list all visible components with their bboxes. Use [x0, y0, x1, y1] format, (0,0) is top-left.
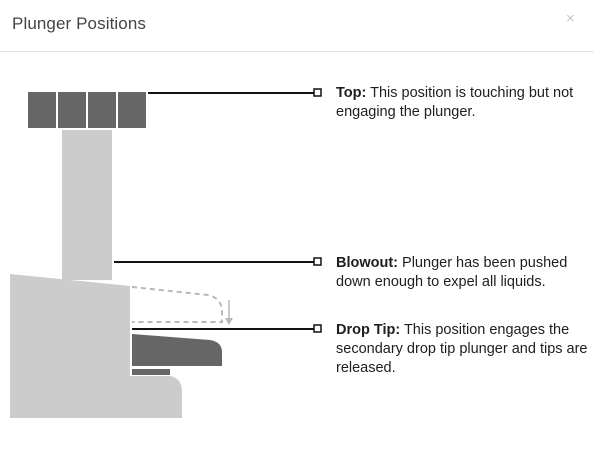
close-icon[interactable]: × — [566, 10, 575, 27]
plunger-head-segment — [118, 92, 146, 128]
blowout-leader-marker — [313, 257, 322, 266]
drop-tip-small-bar — [132, 369, 170, 375]
down-arrow-icon — [225, 318, 233, 325]
plunger-shaft — [62, 130, 112, 280]
blowout-position-label: Blowout: — [336, 255, 399, 271]
blowout-outline — [131, 286, 223, 323]
top-position-label: Top: — [336, 85, 367, 101]
plunger-head-segment — [88, 92, 116, 128]
drop-tip-plunger — [132, 334, 222, 366]
drop-tip-leader-marker — [313, 324, 322, 333]
plunger-head-segment — [28, 92, 56, 128]
drop-tip-position-description: Drop Tip: This position engages the seco… — [336, 321, 588, 378]
plunger-diagram — [10, 88, 322, 418]
top-position-text: This position is touching but not engagi… — [336, 85, 574, 120]
blowout-position-description: Blowout: Plunger has been pushed down en… — [336, 254, 588, 292]
dialog-header: Plunger Positions × — [0, 0, 594, 52]
drop-tip-position-label: Drop Tip: — [336, 322, 401, 338]
drop-tip-position-text: This position engages the secondary drop… — [336, 322, 588, 376]
dialog-title: Plunger Positions — [12, 14, 146, 33]
top-leader-marker — [313, 88, 322, 97]
top-position-description: Top: This position is touching but not e… — [336, 84, 588, 122]
pipette-body — [10, 274, 182, 418]
blowout-position-text: Plunger has been pushed down enough to e… — [336, 255, 568, 290]
plunger-head-segment — [58, 92, 86, 128]
